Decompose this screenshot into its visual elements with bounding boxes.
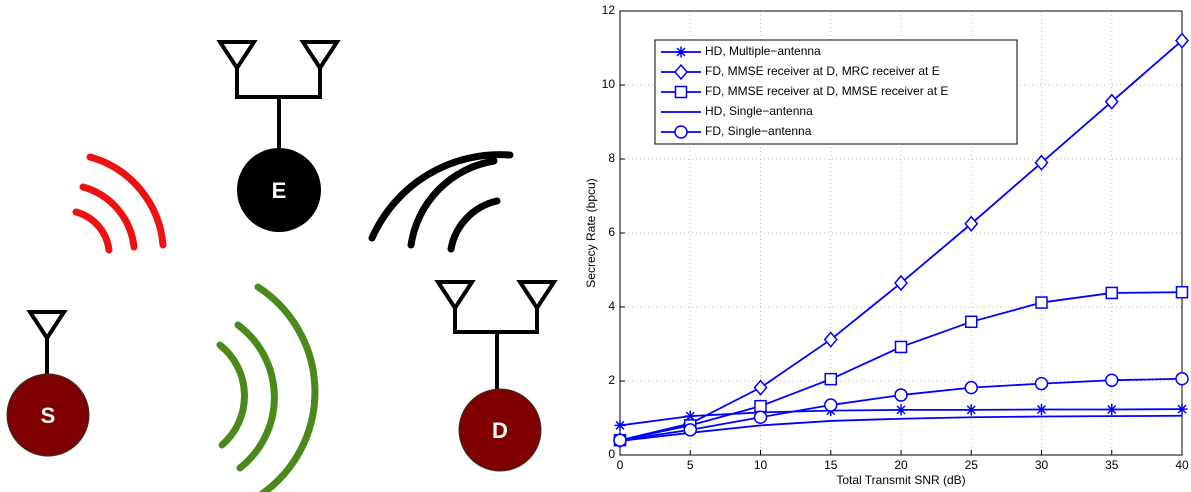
marker	[1176, 403, 1188, 415]
marker	[675, 46, 687, 58]
node-label: S	[41, 403, 56, 428]
node-label: E	[272, 178, 287, 203]
marker	[1175, 32, 1189, 49]
marker	[964, 380, 978, 395]
legend-label: FD, MMSE receiver at D, MRC receiver at …	[705, 64, 940, 78]
marker	[1105, 286, 1118, 300]
marker	[1106, 403, 1118, 415]
node-s	[6, 373, 90, 457]
marker	[753, 410, 768, 425]
diagram: S E D	[6, 40, 558, 492]
y-tick-label: 8	[608, 151, 615, 165]
marker	[614, 419, 626, 431]
marker	[894, 388, 908, 402]
marker	[674, 125, 688, 139]
legend-label: FD, MMSE receiver at D, MMSE receiver at…	[705, 84, 948, 98]
marker	[753, 379, 768, 396]
antenna-e	[216, 40, 341, 150]
marker	[1036, 403, 1047, 415]
x-axis-label: Total Transmit SNR (dB)	[836, 473, 965, 487]
y-tick-label: 10	[602, 77, 616, 91]
x-tick-label: 20	[894, 458, 908, 472]
marker	[965, 315, 978, 329]
marker	[674, 63, 688, 81]
antenna-d	[434, 280, 558, 392]
node-d	[458, 388, 542, 472]
marker	[1034, 376, 1049, 391]
y-tick-label: 12	[602, 3, 616, 17]
y-tick-label: 2	[608, 373, 615, 387]
marker	[1034, 154, 1049, 171]
marker	[1175, 285, 1189, 299]
x-tick-label: 35	[1105, 458, 1119, 472]
node-label: D	[492, 418, 508, 443]
marker	[1175, 372, 1189, 386]
marker	[1104, 93, 1119, 110]
y-tick-label: 0	[608, 447, 615, 461]
marker	[895, 404, 907, 416]
legend-label: FD, Single−antenna	[705, 124, 812, 138]
series-line	[619, 414, 1183, 442]
signal-green	[216, 283, 319, 492]
marker	[965, 404, 977, 416]
marker	[674, 85, 688, 99]
marker	[1105, 373, 1119, 388]
y-tick-label: 4	[608, 299, 615, 313]
x-tick-label: 10	[754, 458, 768, 472]
y-axis-label: Secrecy Rate (bpcu)	[584, 178, 598, 287]
legend-label: HD, Single−antenna	[705, 104, 813, 118]
marker	[964, 215, 979, 232]
x-tick-label: 5	[687, 458, 694, 472]
legend-label: HD, Multiple−antenna	[705, 44, 821, 58]
x-tick-label: 15	[824, 458, 838, 472]
plot-frame	[619, 10, 1183, 456]
marker	[1035, 296, 1048, 309]
marker	[894, 274, 908, 292]
marker	[894, 340, 908, 354]
antenna-s	[26, 310, 68, 376]
marker	[824, 398, 838, 412]
signal-black	[368, 151, 514, 253]
marker	[824, 372, 837, 386]
x-tick-label: 30	[1035, 458, 1049, 472]
marker	[823, 331, 838, 348]
node-e	[237, 148, 321, 232]
marker	[754, 399, 767, 413]
marker	[683, 423, 697, 437]
marker	[613, 433, 627, 447]
signal-red	[72, 153, 167, 254]
x-tick-label: 25	[965, 458, 979, 472]
x-tick-label: 40	[1175, 458, 1189, 472]
y-tick-label: 6	[608, 225, 615, 239]
x-tick-label: 0	[617, 458, 624, 472]
legend-box	[654, 39, 1018, 145]
